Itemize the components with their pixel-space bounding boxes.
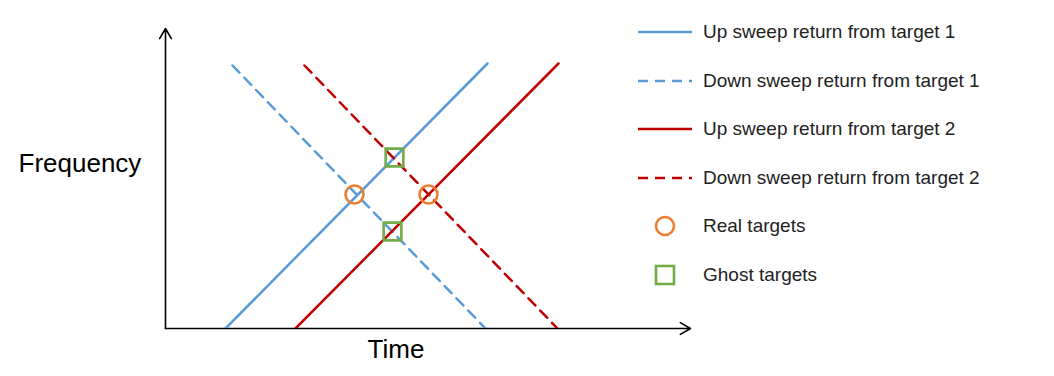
html-text:Ghost targets: Ghost targets	[703, 263, 818, 285]
html-text:Down sweep return from target: Down sweep return from target 2	[703, 166, 980, 188]
svg-text:Time: Time	[368, 334, 425, 364]
html-text:Up sweep return from target 1: Up sweep return from target 1	[703, 21, 956, 43]
svg-text:Frequency: Frequency	[19, 148, 142, 178]
html-text:Down sweep return from target: Down sweep return from target 1	[703, 69, 980, 91]
html-text:Real targets: Real targets	[703, 215, 806, 237]
html-text:Up sweep return from target 2: Up sweep return from target 2	[703, 118, 956, 140]
